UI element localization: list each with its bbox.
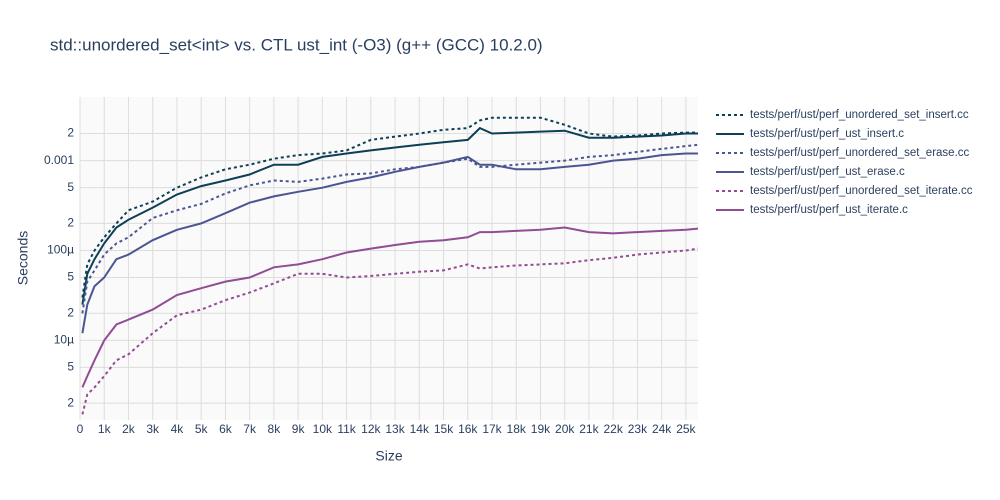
- y-tick-label: 2: [67, 305, 74, 319]
- x-tick-label: 2k: [122, 422, 136, 436]
- x-tick-label: 25k: [676, 422, 696, 436]
- series-line: [81, 116, 698, 298]
- y-tick-label: 5: [67, 180, 74, 194]
- y-tick-label: 10µ: [54, 333, 74, 347]
- x-tick-label: 6k: [219, 422, 233, 436]
- x-tick-label: 0: [77, 422, 84, 436]
- plot-area: [80, 97, 698, 420]
- x-tick-label: 7k: [243, 422, 257, 436]
- legend-text: tests/perf/ust/perf_ust_insert.c: [750, 128, 904, 140]
- y-tick-label: 0.001: [44, 153, 74, 167]
- series-line: [81, 126, 698, 305]
- legend: tests/perf/ust/perf_unordered_set_insert…: [716, 109, 973, 216]
- x-tick-label: 12k: [361, 422, 381, 436]
- x-tick-label: 16k: [458, 422, 478, 436]
- x-tick-label: 19k: [531, 422, 551, 436]
- x-tick-label: 15k: [434, 422, 454, 436]
- series-line: [81, 152, 698, 334]
- x-tick-label: 11k: [337, 422, 356, 436]
- x-tick-label: 20k: [555, 422, 575, 436]
- series-line: [81, 247, 698, 415]
- x-tick-label: 8k: [268, 422, 282, 436]
- y-axis-title: Seconds: [15, 231, 31, 285]
- lines: [81, 116, 698, 415]
- y-tick-label: 2: [67, 126, 74, 140]
- legend-text: tests/perf/ust/perf_unordered_set_erase.…: [750, 147, 970, 159]
- x-tick-label: 17k: [482, 422, 502, 436]
- x-tick-label: 23k: [628, 422, 648, 436]
- x-tick-label: 3k: [146, 422, 160, 436]
- legend-text: tests/perf/ust/perf_ust_iterate.c: [750, 204, 908, 216]
- x-tick-label: 24k: [652, 422, 672, 436]
- x-tick-label: 10k: [313, 422, 333, 436]
- series-line: [81, 226, 698, 388]
- legend-text: tests/perf/ust/perf_unordered_set_insert…: [750, 109, 969, 121]
- y-tick-label: 2: [67, 216, 74, 230]
- x-tick-label: 22k: [603, 422, 623, 436]
- x-tick-label: 18k: [507, 422, 527, 436]
- x-tick-label: 1k: [98, 422, 112, 436]
- legend-text: tests/perf/ust/perf_unordered_set_iterat…: [750, 185, 973, 197]
- x-tick-label: 21k: [579, 422, 599, 436]
- y-tick-label: 100µ: [47, 243, 74, 257]
- y-tick-label: 5: [67, 270, 74, 284]
- x-tick-label: 5k: [195, 422, 209, 436]
- x-tick-label: 4k: [171, 422, 185, 436]
- x-tick-label: 9k: [292, 422, 306, 436]
- x-tick-label: 14k: [410, 422, 430, 436]
- x-axis-title: Size: [375, 448, 402, 464]
- y-tick-label: 2: [67, 395, 74, 409]
- grid: 0 1k 2k 3k 4k 5k 6k 7k 8k 9k 10k 11k 12k 13k 14k 15k 16k…: [44, 97, 698, 436]
- y-tick-label: 5: [67, 360, 74, 374]
- legend-text: tests/perf/ust/perf_ust_erase.c: [750, 166, 905, 178]
- x-tick-label: 13k: [385, 422, 405, 436]
- chart-title: std::unordered_set<int> vs. CTL ust_int …: [50, 35, 543, 54]
- series-line: [81, 143, 698, 314]
